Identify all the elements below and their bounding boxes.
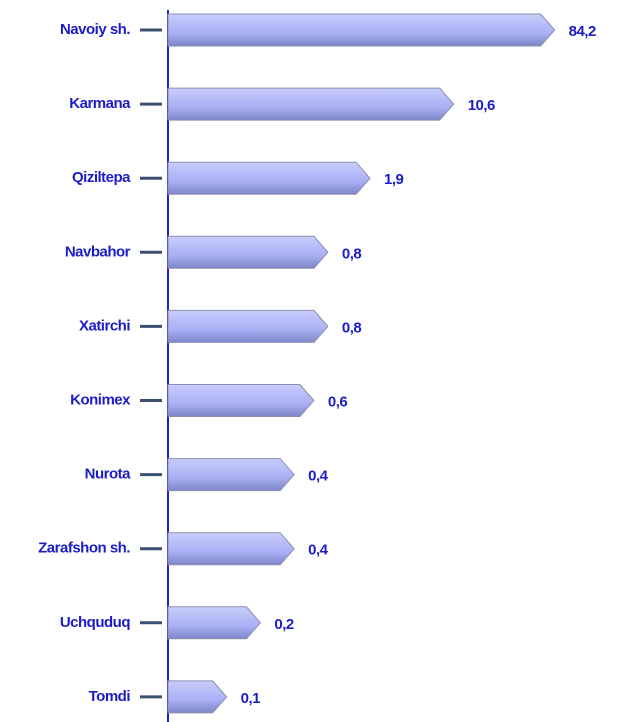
bar — [167, 680, 228, 714]
value-label: 84,2 — [569, 23, 596, 40]
category-label: Xatirchi — [79, 317, 130, 334]
value-label: 0,8 — [342, 245, 362, 262]
bar — [167, 606, 262, 640]
category-label: Tomdi — [89, 688, 131, 705]
bar — [167, 13, 556, 47]
value-label: 0,8 — [342, 319, 362, 336]
value-label: 0,4 — [308, 542, 329, 559]
bar — [167, 235, 329, 269]
value-label: 0,4 — [308, 468, 329, 485]
value-label: 0,1 — [241, 690, 261, 707]
category-label: Zarafshon sh. — [38, 540, 130, 557]
value-label: 0,2 — [274, 616, 294, 633]
category-label: Uchquduq — [60, 614, 130, 631]
bar — [167, 161, 371, 195]
category-label: Nurota — [85, 466, 131, 483]
category-label: Navoiy sh. — [60, 21, 130, 38]
bar — [167, 458, 295, 492]
value-label: 0,6 — [328, 393, 348, 410]
bar — [167, 309, 329, 343]
category-label: Karmana — [69, 95, 131, 112]
bar — [167, 87, 455, 121]
value-label: 1,9 — [384, 171, 404, 188]
category-label: Konimex — [70, 391, 131, 408]
bar — [167, 532, 295, 566]
value-label: 10,6 — [468, 97, 495, 114]
category-label: Qiziltepa — [72, 169, 131, 186]
bar — [167, 384, 315, 417]
category-label: Navbahor — [65, 243, 131, 260]
